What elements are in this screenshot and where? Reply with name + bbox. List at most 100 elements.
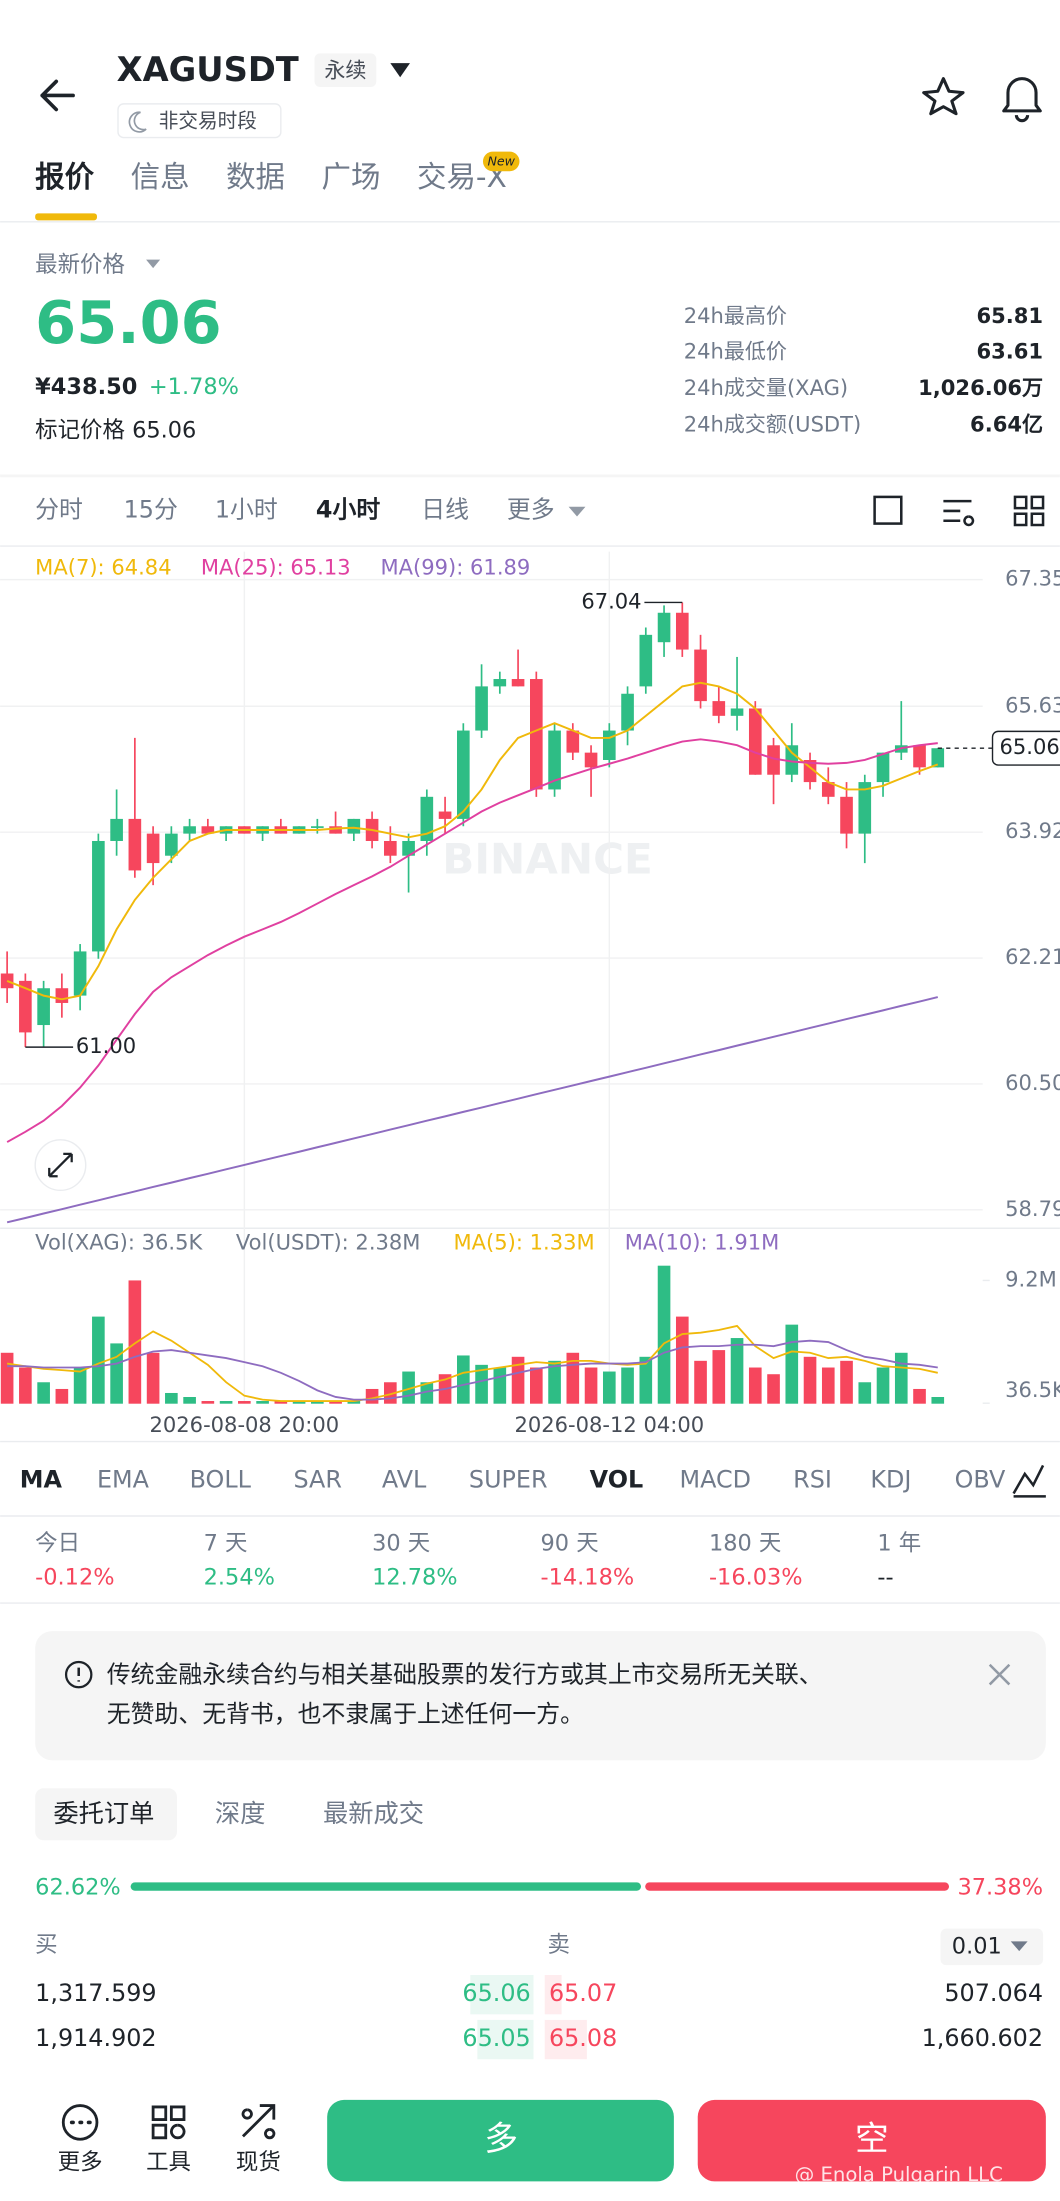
nav-label[interactable]: 现货	[236, 2150, 281, 2176]
x-tick-label: 2026-08-12 04:00	[514, 1412, 704, 1437]
order-tab[interactable]: 委托订单	[53, 1799, 154, 1828]
period-change: --	[877, 1564, 893, 1590]
volume-bar	[767, 1374, 780, 1404]
volume-bar	[329, 1401, 342, 1404]
candle-body	[858, 782, 872, 834]
interval[interactable]: 分时	[35, 495, 83, 523]
volume-bar	[165, 1392, 178, 1404]
order-tab[interactable]: 深度	[215, 1799, 266, 1828]
favorite-icon[interactable]	[922, 77, 965, 116]
volume-bar	[238, 1401, 251, 1404]
interval[interactable]: 15分	[124, 495, 178, 523]
indicator-tab[interactable]: MACD	[679, 1465, 751, 1493]
indicator-tab[interactable]: BOLL	[190, 1465, 252, 1493]
volume-bar	[858, 1382, 872, 1404]
layout-icon[interactable]	[1013, 495, 1045, 527]
period-change: 12.78%	[372, 1564, 458, 1590]
period-change: -16.03%	[709, 1564, 803, 1590]
tab[interactable]: 报价	[35, 160, 94, 194]
bid-quantity: 1,914.902	[35, 2024, 156, 2052]
candle-body	[821, 782, 835, 797]
tab[interactable]: 信息	[131, 160, 190, 194]
order-tab[interactable]: 最新成交	[323, 1799, 424, 1828]
indicator-tab[interactable]: OBV	[955, 1465, 1006, 1493]
interval-dropdown[interactable]	[568, 506, 586, 517]
candle-body	[311, 826, 324, 828]
candle-body	[840, 796, 853, 834]
volume-bar	[639, 1356, 653, 1404]
volume-ma-line	[6, 1324, 938, 1402]
more-icon[interactable]	[61, 2104, 99, 2141]
interval[interactable]: 4小时	[316, 495, 380, 523]
price-dropdown[interactable]	[146, 259, 161, 269]
ask-price: 65.07	[549, 1979, 617, 2007]
tab[interactable]: 广场	[322, 160, 381, 194]
long-label[interactable]: 多	[484, 2119, 518, 2158]
volume-bar	[785, 1324, 799, 1404]
candle-body	[165, 833, 178, 856]
volume-bar	[55, 1388, 69, 1404]
indicator-tab[interactable]: EMA	[97, 1465, 150, 1493]
volume-bar	[621, 1367, 634, 1404]
tab[interactable]: 数据	[226, 160, 285, 194]
period-label: 90 天	[541, 1531, 599, 1557]
volume-legend: Vol(USDT): 2.38M	[236, 1230, 421, 1255]
precision-select[interactable]	[940, 1928, 1044, 1966]
long-button[interactable]	[327, 2099, 674, 2182]
candle-body	[584, 752, 598, 768]
spot-icon[interactable]	[241, 2104, 276, 2140]
indicator-tab[interactable]: MA	[20, 1465, 63, 1493]
volume-bar	[931, 1396, 945, 1404]
draw-tool-icon[interactable]	[873, 495, 903, 525]
ma-line	[6, 738, 938, 1143]
stat-value: 63.61	[976, 338, 1043, 363]
bid-price: 65.05	[462, 2024, 530, 2052]
indicator-tab[interactable]: AVL	[382, 1465, 427, 1493]
candle-body	[694, 649, 707, 702]
candle-body	[475, 686, 488, 731]
symbol-dropdown[interactable]	[390, 63, 410, 78]
indicator-tab[interactable]: VOL	[590, 1465, 644, 1493]
indicator-settings-icon[interactable]	[1012, 1464, 1046, 1498]
candle-body	[876, 752, 890, 783]
precision-dropdown[interactable]	[1010, 1941, 1028, 1952]
short-label[interactable]: 空	[855, 2119, 889, 2158]
mark-price: 标记价格 65.06	[35, 417, 196, 443]
fullscreen-icon	[48, 1152, 73, 1178]
interval[interactable]: 1小时	[215, 495, 278, 523]
candle-body	[201, 826, 215, 834]
indicator-tab[interactable]: SAR	[293, 1465, 342, 1493]
volume-tick-label: 36.5K	[1005, 1377, 1060, 1402]
close-notice[interactable]	[988, 1663, 1011, 1686]
interval[interactable]: 日线	[421, 495, 469, 523]
nav-label[interactable]: 更多	[58, 2150, 103, 2176]
indicator-tab[interactable]: RSI	[793, 1465, 832, 1493]
candle-body	[639, 634, 653, 687]
short-button[interactable]	[697, 2099, 1046, 2182]
volume-bar	[183, 1396, 196, 1404]
order-tab-active[interactable]	[35, 1788, 177, 1841]
alert-icon[interactable]	[1002, 77, 1042, 123]
interval[interactable]: 更多	[507, 495, 555, 523]
volume-bar	[712, 1350, 726, 1404]
volume-bar	[92, 1316, 105, 1404]
tools-icon[interactable]	[151, 2105, 186, 2140]
nav-label[interactable]: 工具	[146, 2150, 191, 2176]
stat-label: 24h成交量(XAG)	[684, 375, 848, 400]
settings-icon[interactable]	[943, 499, 975, 527]
volume-bar	[894, 1352, 908, 1404]
buy-ratio-bar	[130, 1882, 641, 1891]
indicator-tab[interactable]: SUPER	[469, 1465, 548, 1493]
back-button[interactable]	[40, 79, 75, 112]
volume-bar	[311, 1401, 324, 1404]
last-price-box	[991, 730, 1060, 766]
watermark: BINANCE	[442, 834, 653, 883]
candle-body	[457, 730, 470, 819]
moon-icon	[128, 111, 147, 133]
bid-quantity: 1,317.599	[35, 1979, 156, 2007]
indicator-tab[interactable]: KDJ	[870, 1465, 911, 1493]
precision-value[interactable]: 0.01	[952, 1933, 1002, 1959]
candle-body	[402, 840, 415, 856]
